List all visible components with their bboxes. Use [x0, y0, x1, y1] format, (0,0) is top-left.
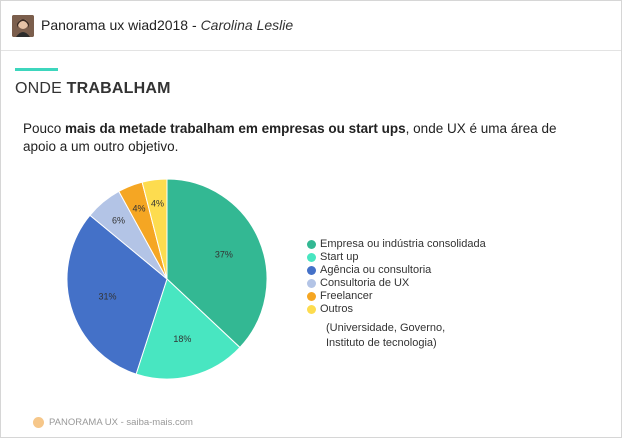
heading-bold-text: TRABALHAM [66, 80, 171, 97]
pie-slice-5 [141, 178, 168, 280]
pie-chart: 37% 18% 31% 6% 4% 4% [66, 178, 268, 380]
legend-label-2: Agência ou consultoria [320, 264, 432, 276]
subtitle-pre: Pouco [23, 121, 66, 136]
avatar-image [12, 15, 34, 37]
legend-label-5: Outros [320, 303, 354, 315]
legend-label-3: Consultoria de UX [320, 277, 410, 289]
pie-data-label-1: 18% [173, 334, 191, 344]
panorama-logo-icon [33, 417, 44, 428]
legend-label-0: Empresa ou indústria consolidada [320, 238, 486, 250]
pie-slice-1 [135, 278, 241, 380]
deck-title-text: Panorama ux wiad2018 [41, 17, 189, 33]
author-avatar[interactable] [12, 15, 34, 37]
heading-accent-line [15, 68, 58, 71]
legend-swatch-0 [307, 240, 316, 249]
legend-swatch-3 [307, 279, 316, 288]
subtitle-bold: mais da metade trabalham em empresas ou … [65, 121, 406, 136]
pie-slice-2 [66, 214, 168, 375]
legend-swatch-4 [307, 292, 316, 301]
title-separator: - [188, 17, 201, 33]
presentation-title[interactable]: Panorama ux wiad2018 - Carolina Leslie [41, 17, 293, 33]
pie-data-label-3: 6% [112, 215, 125, 225]
subtitle-post: , onde UX é uma área de apoio a um outro… [23, 121, 557, 154]
presentation-header: Panorama ux wiad2018 - Carolina Leslie [1, 1, 621, 51]
pie-data-label-4: 4% [133, 203, 146, 213]
slide-heading: ONDE TRABALHAM [15, 80, 171, 98]
legend-label-1: Start up [320, 251, 359, 263]
legend-swatch-1 [307, 253, 316, 262]
legend-swatch-5 [307, 305, 316, 314]
note-line-2: Instituto de tecnologia) [326, 337, 437, 349]
author-name[interactable]: Carolina Leslie [200, 17, 294, 33]
outros-note: (Universidade, Governo, Instituto de tec… [326, 321, 445, 351]
pie-data-label-2: 31% [98, 291, 116, 301]
pie-data-label-0: 37% [215, 249, 233, 259]
pie-data-label-5: 4% [151, 199, 164, 209]
slide-subtitle: Pouco mais da metade trabalham em empres… [23, 120, 583, 156]
legend-label-4: Freelancer [320, 290, 373, 302]
note-line-1: (Universidade, Governo, [326, 322, 446, 334]
footer-text: PANORAMA UX - saiba-mais.com [49, 417, 193, 428]
heading-light-text: ONDE [15, 80, 67, 97]
pie-slice-0 [166, 178, 268, 349]
legend-swatch-2 [307, 266, 316, 275]
